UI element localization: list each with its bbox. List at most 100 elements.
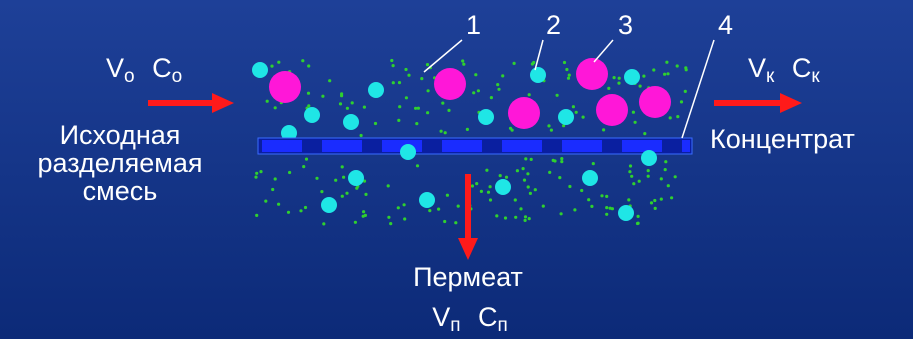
small-particle xyxy=(637,222,640,225)
small-particle xyxy=(643,132,646,135)
medium-particle xyxy=(495,179,511,195)
small-particle xyxy=(519,207,522,210)
concentrate-arrow xyxy=(714,100,782,106)
small-particle xyxy=(254,176,257,179)
small-particle xyxy=(568,185,571,188)
small-particle xyxy=(505,176,508,179)
small-particle xyxy=(287,211,290,214)
small-particle xyxy=(466,128,469,131)
small-particle xyxy=(534,188,537,191)
small-particle xyxy=(553,159,556,162)
large-particle xyxy=(639,86,671,118)
feed-label: разделяемая xyxy=(38,148,203,178)
small-particle xyxy=(527,185,530,188)
small-particle xyxy=(630,175,633,178)
small-particle xyxy=(524,215,527,218)
small-particle xyxy=(426,111,429,114)
small-particle xyxy=(270,65,273,68)
small-particle xyxy=(341,165,344,168)
callout-number: 4 xyxy=(718,10,733,40)
small-particle xyxy=(496,83,499,86)
small-particle xyxy=(568,74,571,77)
membrane-segment xyxy=(262,140,302,152)
small-particle xyxy=(628,170,631,173)
feed-arrow xyxy=(148,100,214,106)
small-particle xyxy=(321,95,324,98)
subscript: о xyxy=(172,66,183,87)
symbol: C xyxy=(792,53,812,83)
callout-number: 2 xyxy=(546,10,561,40)
small-particle xyxy=(341,195,344,198)
small-particle xyxy=(664,168,667,171)
diagram: 1 2 3 4 Vо Cо Исходная разделяемая смесь… xyxy=(0,0,913,339)
small-particle xyxy=(499,174,502,177)
symbol: V xyxy=(106,53,124,83)
small-particle xyxy=(472,91,475,94)
small-particle xyxy=(277,61,280,64)
small-particle xyxy=(550,129,553,132)
small-particle xyxy=(504,216,507,219)
medium-particle xyxy=(252,62,268,78)
small-particle xyxy=(634,121,637,124)
small-particle xyxy=(513,62,516,65)
symbol: C xyxy=(478,302,498,332)
small-particle xyxy=(427,89,430,92)
small-particle xyxy=(301,59,304,62)
small-particle xyxy=(573,208,576,211)
small-particle xyxy=(264,200,267,203)
large-particle xyxy=(508,97,540,129)
feed-label: смесь xyxy=(83,176,158,206)
small-particle xyxy=(653,199,656,202)
small-particle xyxy=(654,207,657,210)
small-particle xyxy=(307,92,310,95)
small-particle xyxy=(590,205,593,208)
large-particle xyxy=(269,71,301,103)
small-particle xyxy=(397,206,400,209)
small-particle xyxy=(580,189,583,192)
small-particle xyxy=(665,61,668,64)
small-particle xyxy=(560,160,563,163)
small-particle xyxy=(288,171,291,174)
small-particle xyxy=(462,63,465,66)
small-particle xyxy=(647,169,650,172)
small-particle xyxy=(403,203,406,206)
small-particle xyxy=(266,100,269,103)
small-particle xyxy=(480,190,483,193)
small-particle xyxy=(307,64,310,67)
symbol: C xyxy=(152,53,172,83)
small-particle xyxy=(523,179,526,182)
small-particle xyxy=(420,77,423,80)
small-particle xyxy=(572,105,575,108)
small-particle xyxy=(669,116,672,119)
small-particle xyxy=(398,81,401,84)
small-particle xyxy=(667,184,670,187)
small-particle xyxy=(339,102,342,105)
small-particle xyxy=(271,188,274,191)
subscript: п xyxy=(498,315,508,336)
small-particle xyxy=(489,198,492,201)
medium-particle xyxy=(400,144,416,160)
small-particle xyxy=(674,175,677,178)
small-particle xyxy=(685,68,688,71)
small-particle xyxy=(642,75,645,78)
small-particle xyxy=(607,87,610,90)
small-particle xyxy=(255,214,258,217)
small-particle xyxy=(387,216,390,219)
small-particle xyxy=(440,130,443,133)
small-particle xyxy=(560,212,563,215)
small-particle xyxy=(475,182,478,185)
small-particle xyxy=(582,116,585,119)
permeate-arrow xyxy=(465,174,471,240)
small-particle xyxy=(414,107,417,110)
small-particle xyxy=(660,177,663,180)
small-particle xyxy=(403,217,406,220)
large-particle xyxy=(596,94,628,126)
small-particle xyxy=(542,205,545,208)
small-particle xyxy=(567,77,570,80)
small-particle xyxy=(471,184,474,187)
small-particle xyxy=(637,215,640,218)
membrane-segment xyxy=(442,140,482,152)
small-particle xyxy=(532,61,535,64)
medium-particle xyxy=(582,170,598,186)
small-particle xyxy=(587,198,590,201)
